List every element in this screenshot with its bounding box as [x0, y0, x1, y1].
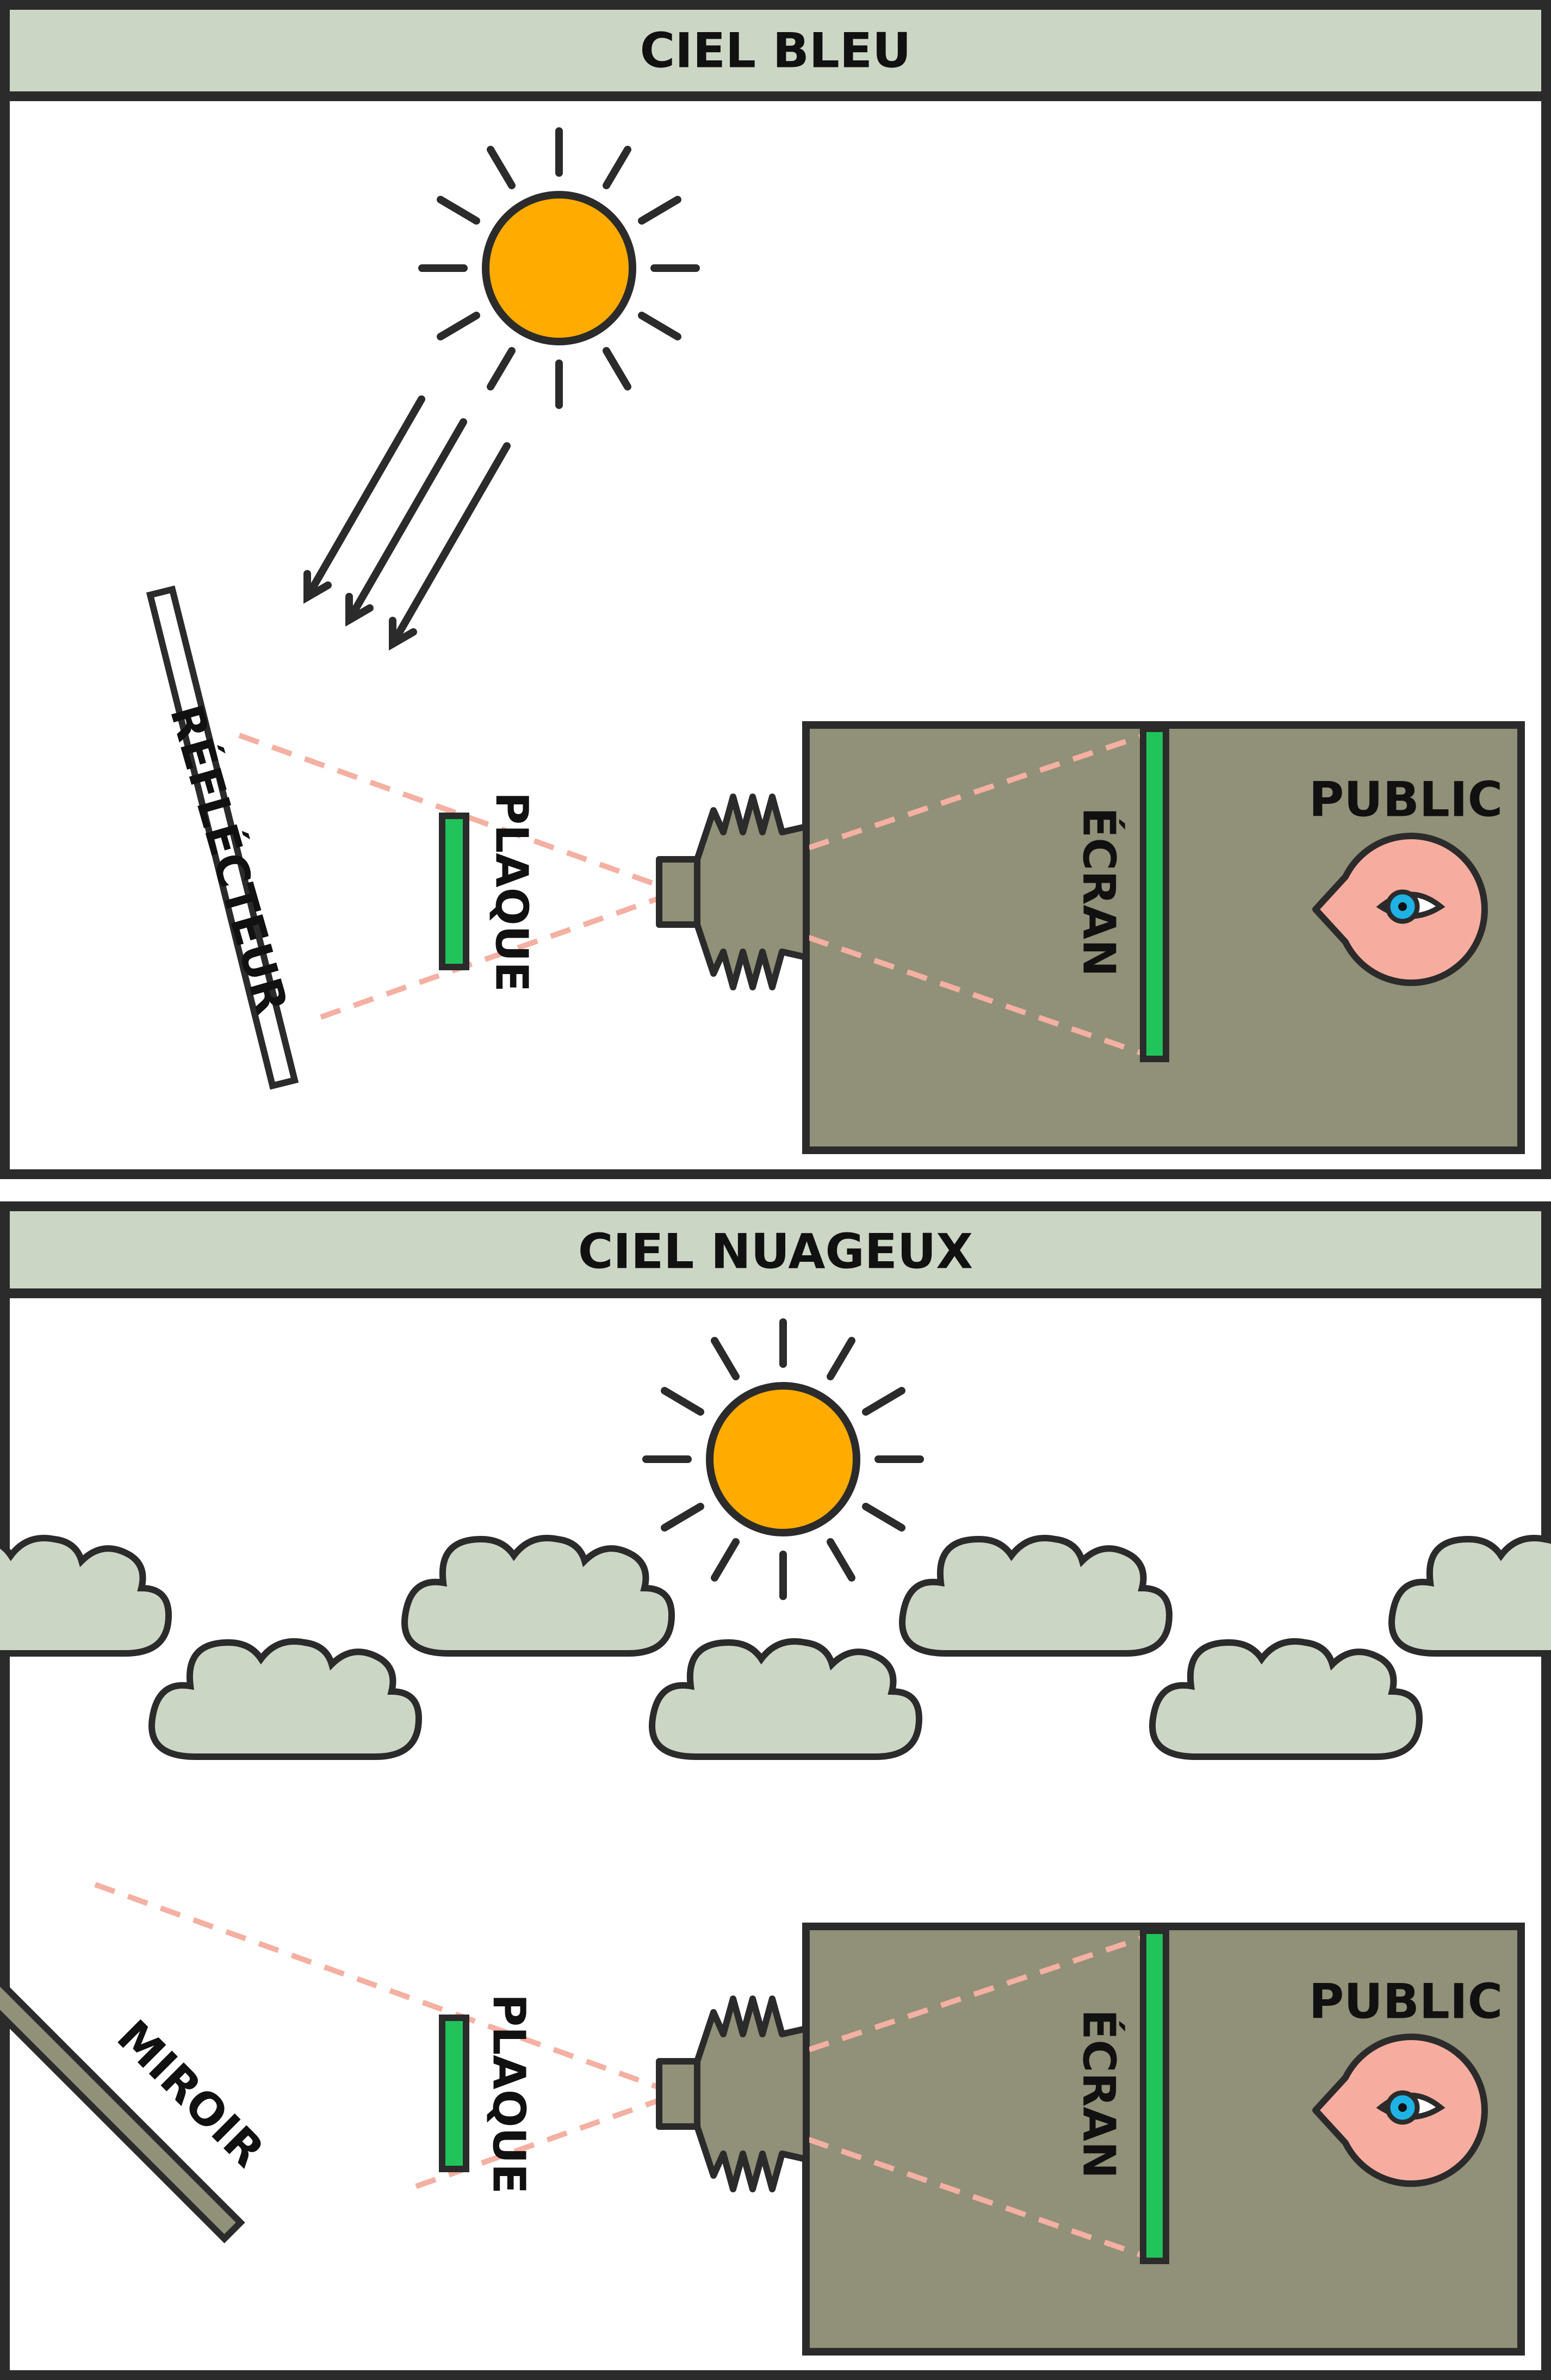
- panel-cloudy-sky: CIEL NUAGEUX MIROIR: [0, 1201, 1551, 2380]
- panel-title: CIEL BLEU: [640, 23, 911, 79]
- cloud-icon: [1152, 1641, 1419, 1757]
- mirror: [0, 1906, 245, 2243]
- panel-title: CIEL NUAGEUX: [578, 1224, 973, 1280]
- screen: [1140, 726, 1169, 1062]
- plate-label: PLAQUE: [483, 1994, 535, 2194]
- panel-header: [0, 1201, 1551, 1298]
- screen: [1140, 1927, 1169, 2264]
- panel-header: [0, 0, 1551, 101]
- cloud-icon: [152, 1641, 419, 1757]
- plate-label: PLAQUE: [486, 792, 537, 992]
- cloud-icon: [405, 1538, 672, 1653]
- reflector: [146, 585, 299, 1090]
- cloud-icon: [652, 1641, 919, 1757]
- screen-label: ÉCRAN: [1073, 2009, 1125, 2178]
- audience-label: PUBLIC: [1309, 772, 1503, 828]
- screen-label: ÉCRAN: [1073, 807, 1125, 976]
- panel-blue-sky: CIEL BLEU RÉFLÉCTEUR: [0, 0, 1551, 1179]
- cloud-icon: [902, 1538, 1169, 1653]
- plate: [439, 2015, 469, 2172]
- audience-label: PUBLIC: [1309, 1974, 1503, 2030]
- arrow-icon: [303, 395, 511, 651]
- plate: [439, 813, 469, 970]
- sun-icon: [422, 131, 696, 405]
- sun-icon: [646, 1322, 920, 1596]
